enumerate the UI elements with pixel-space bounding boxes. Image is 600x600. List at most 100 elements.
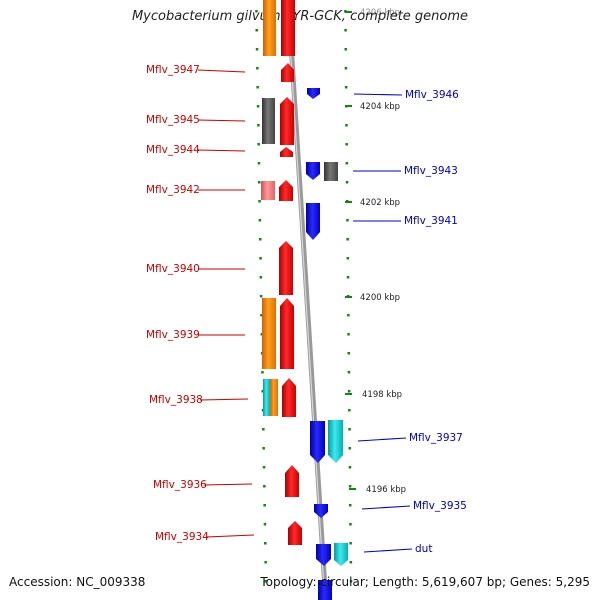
label-mflv-3937[interactable]: Mflv_3937 xyxy=(409,432,463,444)
scale-label-4204: 4204 kbp xyxy=(360,102,400,112)
right-guide-tick xyxy=(349,542,352,545)
scale-markers: 4206 kbp 4204 kbp 4202 kbp 4200 kbp 4198… xyxy=(345,8,406,495)
left-guide-tick xyxy=(258,181,261,184)
gene-arrow-mflv-3943[interactable] xyxy=(306,162,320,180)
scale-label-4196: 4196 kbp xyxy=(366,485,406,495)
label-mflv-3946[interactable]: Mflv_3946 xyxy=(405,89,459,101)
gene-block-orange-top[interactable] xyxy=(263,0,276,56)
gene-arrow-red-top[interactable] xyxy=(281,0,295,56)
right-guide-tick xyxy=(349,523,352,526)
gene-arrow-mflv-3935[interactable] xyxy=(314,504,328,518)
gene-block-mflv-3943-gray[interactable] xyxy=(324,162,338,181)
left-guide-tick xyxy=(263,523,267,526)
right-guide-tick xyxy=(344,29,347,32)
right-guide-tick xyxy=(348,428,351,431)
left-guide-tick xyxy=(261,371,264,374)
left-guide-tick xyxy=(259,295,263,298)
left-guide-tick xyxy=(256,67,259,70)
right-guide-tick xyxy=(346,276,350,279)
label-mflv-3945[interactable]: Mflv_3945 xyxy=(146,114,200,126)
gene-block-mflv-3945-gray[interactable] xyxy=(262,98,275,144)
right-guide-tick xyxy=(348,466,352,469)
label-mflv-3934[interactable]: Mflv_3934 xyxy=(155,531,209,543)
label-mflv-3935[interactable]: Mflv_3935 xyxy=(413,500,467,512)
right-guide-tick xyxy=(345,143,348,146)
gene-arrow-dut[interactable] xyxy=(316,544,331,566)
scale-label-4198: 4198 kbp xyxy=(362,390,402,400)
left-guide-tick xyxy=(257,143,260,146)
gene-arrow-mflv-3937[interactable] xyxy=(310,421,325,463)
right-guide-tick xyxy=(344,86,348,89)
left-guide-tick xyxy=(256,86,259,89)
left-guide-tick xyxy=(264,580,268,583)
left-guide-tick xyxy=(256,105,260,108)
right-guide-tick xyxy=(349,580,353,583)
accession-text: Accession: NC_009338 xyxy=(9,575,146,589)
left-guide-tick xyxy=(257,124,260,127)
left-guide-tick xyxy=(257,162,261,165)
left-guide-tick xyxy=(255,29,258,32)
left-guide-tick xyxy=(260,314,263,317)
gene-arrow-mflv-3941[interactable] xyxy=(306,203,320,240)
gene-block-mflv-3942-pink[interactable] xyxy=(261,181,275,200)
right-guide-tick xyxy=(347,352,350,355)
gene-block-bottom[interactable] xyxy=(318,580,332,600)
left-guide-tick xyxy=(258,219,262,222)
label-mflv-3936[interactable]: Mflv_3936 xyxy=(153,479,207,491)
right-guide-tick xyxy=(348,447,351,450)
gene-arrow-mflv-3936[interactable] xyxy=(285,465,299,497)
left-guide-tick xyxy=(258,200,261,203)
gene-arrow-dut-cyan[interactable] xyxy=(334,543,348,566)
forward-strand-genes xyxy=(261,0,302,545)
label-mflv-3938[interactable]: Mflv_3938 xyxy=(149,394,203,406)
reverse-strand-genes xyxy=(306,88,348,600)
gene-arrow-mflv-3945[interactable] xyxy=(280,97,294,145)
label-mflv-3943[interactable]: Mflv_3943 xyxy=(404,165,458,177)
right-guide-tick xyxy=(348,485,352,488)
gene-arrow-mflv-3940[interactable] xyxy=(279,241,293,295)
left-guide-tick xyxy=(264,561,267,564)
left-gene-labels: Mflv_3947 Mflv_3945 Mflv_3944 Mflv_3942 … xyxy=(146,64,255,543)
scale-label-4206: 4206 kbp xyxy=(360,8,400,18)
left-guide-tick xyxy=(255,48,259,51)
right-guide-tick xyxy=(349,504,352,507)
gene-arrow-mflv-3947[interactable] xyxy=(281,63,294,82)
left-guide-tick xyxy=(263,504,266,507)
label-mflv-3944[interactable]: Mflv_3944 xyxy=(146,144,200,156)
gene-block-mflv-3939-orange[interactable] xyxy=(262,298,276,369)
right-guide-tick xyxy=(347,371,351,374)
gene-arrow-mflv-3946[interactable] xyxy=(307,88,320,99)
gene-arrow-mflv-3937-cyan[interactable] xyxy=(328,420,343,463)
left-guide-tick xyxy=(262,466,266,469)
right-guide-tick xyxy=(346,257,350,260)
right-guide-tick xyxy=(348,409,351,412)
gene-arrow-mflv-3939[interactable] xyxy=(280,298,294,369)
label-mflv-3947[interactable]: Mflv_3947 xyxy=(146,64,200,76)
right-guide-tick xyxy=(347,390,351,393)
left-guide-ticks xyxy=(255,10,268,583)
left-guide-tick xyxy=(261,390,264,393)
gene-arrow-mflv-3938[interactable] xyxy=(282,378,296,417)
gene-block-mflv-3938-orange[interactable] xyxy=(270,379,278,416)
map-title: Mycobacterium gilvum PYR-GCK, complete g… xyxy=(131,9,469,24)
right-guide-tick xyxy=(344,67,348,70)
gene-arrow-mflv-3934[interactable] xyxy=(288,521,302,545)
label-dut[interactable]: dut xyxy=(415,543,432,555)
left-guide-tick xyxy=(264,542,267,545)
genome-info-text: Topology: circular; Length: 5,619,607 bp… xyxy=(260,575,590,589)
right-gene-labels: Mflv_3946 Mflv_3943 Mflv_3941 Mflv_3937 … xyxy=(353,89,467,555)
gene-block-mflv-3938-cyan[interactable] xyxy=(263,379,270,416)
left-guide-tick xyxy=(263,485,266,488)
label-mflv-3941[interactable]: Mflv_3941 xyxy=(404,215,458,227)
gene-arrow-mflv-3944[interactable] xyxy=(280,147,293,157)
gene-arrow-mflv-3942[interactable] xyxy=(279,180,293,201)
right-guide-tick xyxy=(346,219,349,222)
scale-label-4200: 4200 kbp xyxy=(360,293,400,303)
label-mflv-3940[interactable]: Mflv_3940 xyxy=(146,263,200,275)
label-mflv-3942[interactable]: Mflv_3942 xyxy=(146,184,200,196)
left-guide-tick xyxy=(262,428,265,431)
label-mflv-3939[interactable]: Mflv_3939 xyxy=(146,329,200,341)
right-guide-tick xyxy=(347,333,350,336)
right-guide-tick xyxy=(349,561,353,564)
